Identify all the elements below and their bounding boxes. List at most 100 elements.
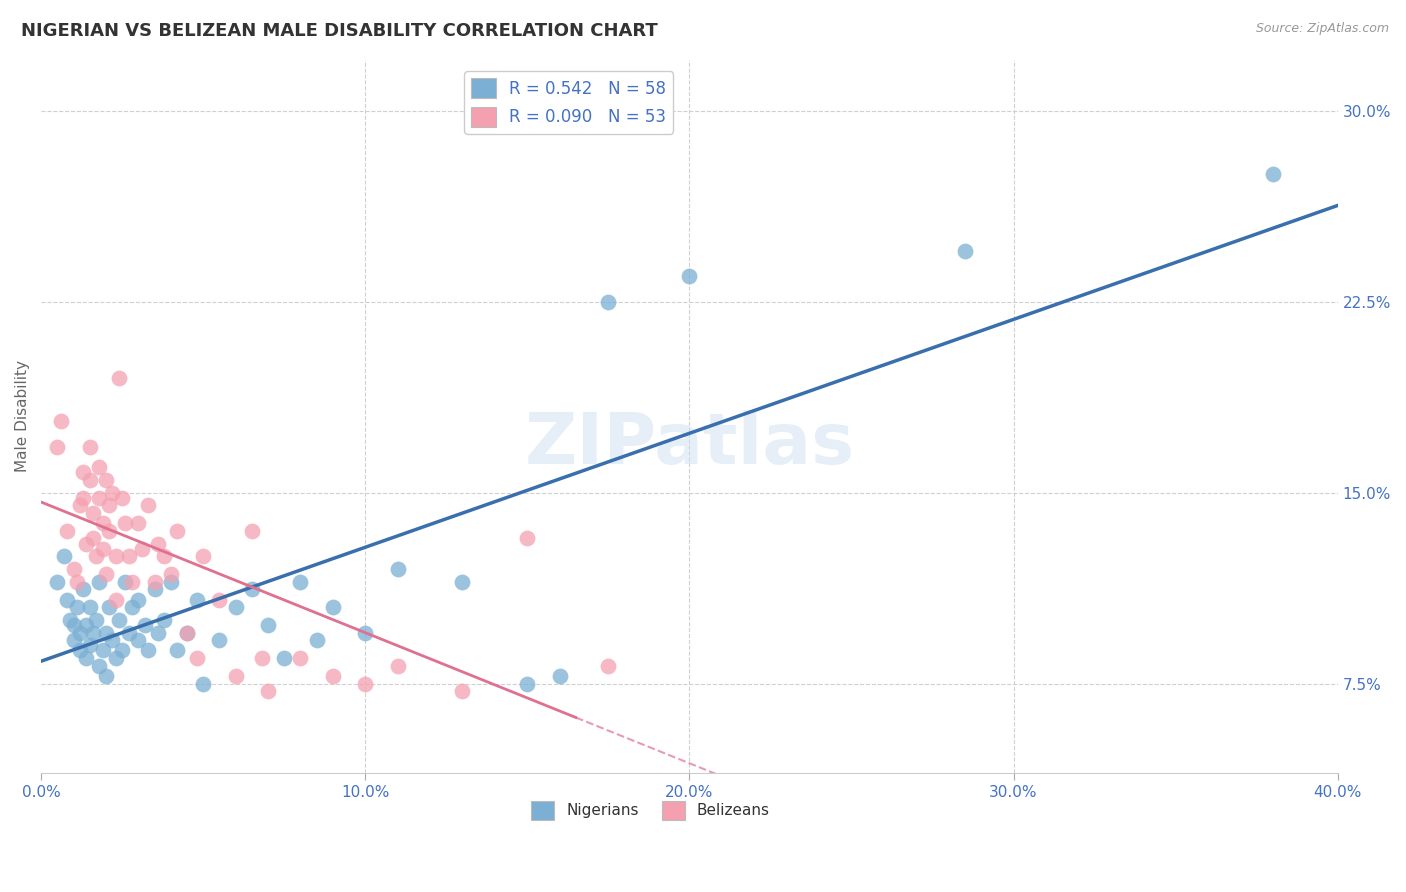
Point bbox=[598, 658, 620, 673]
Point bbox=[176, 625, 198, 640]
Point bbox=[208, 633, 231, 648]
Point bbox=[451, 574, 474, 589]
Point bbox=[59, 613, 82, 627]
Point bbox=[69, 643, 91, 657]
Point bbox=[94, 625, 117, 640]
Point bbox=[387, 562, 409, 576]
Point bbox=[136, 643, 159, 657]
Point bbox=[89, 574, 111, 589]
Point bbox=[91, 643, 114, 657]
Point bbox=[322, 600, 344, 615]
Point bbox=[953, 244, 976, 258]
Text: ZIPatlas: ZIPatlas bbox=[524, 410, 855, 479]
Point bbox=[111, 643, 134, 657]
Point bbox=[186, 592, 208, 607]
Point bbox=[66, 574, 89, 589]
Point bbox=[69, 625, 91, 640]
Point bbox=[516, 676, 538, 690]
Point bbox=[56, 592, 79, 607]
Point bbox=[89, 460, 111, 475]
Point bbox=[79, 639, 101, 653]
Point bbox=[79, 473, 101, 487]
Point bbox=[146, 625, 169, 640]
Point bbox=[166, 524, 188, 538]
Point bbox=[94, 669, 117, 683]
Point bbox=[186, 651, 208, 665]
Point bbox=[114, 574, 136, 589]
Point bbox=[159, 567, 181, 582]
Point bbox=[127, 592, 149, 607]
Point bbox=[104, 592, 127, 607]
Point bbox=[225, 669, 247, 683]
Point bbox=[290, 651, 312, 665]
Point bbox=[82, 625, 104, 640]
Point bbox=[354, 625, 377, 640]
Point bbox=[225, 600, 247, 615]
Point bbox=[94, 567, 117, 582]
Point bbox=[84, 549, 107, 564]
Point bbox=[82, 506, 104, 520]
Point bbox=[56, 524, 79, 538]
Point bbox=[153, 613, 176, 627]
Point bbox=[678, 269, 700, 284]
Text: Source: ZipAtlas.com: Source: ZipAtlas.com bbox=[1256, 22, 1389, 36]
Point bbox=[598, 294, 620, 309]
Point bbox=[98, 600, 121, 615]
Point bbox=[98, 524, 121, 538]
Point bbox=[121, 600, 143, 615]
Point bbox=[143, 582, 166, 597]
Point bbox=[131, 541, 153, 556]
Point bbox=[69, 498, 91, 512]
Point bbox=[516, 532, 538, 546]
Point bbox=[127, 516, 149, 530]
Point bbox=[250, 651, 273, 665]
Text: NIGERIAN VS BELIZEAN MALE DISABILITY CORRELATION CHART: NIGERIAN VS BELIZEAN MALE DISABILITY COR… bbox=[21, 22, 658, 40]
Point bbox=[111, 491, 134, 505]
Point bbox=[193, 549, 215, 564]
Point bbox=[193, 676, 215, 690]
Point bbox=[108, 613, 131, 627]
Point bbox=[387, 658, 409, 673]
Point bbox=[117, 549, 139, 564]
Point bbox=[84, 613, 107, 627]
Point bbox=[79, 440, 101, 454]
Point bbox=[104, 549, 127, 564]
Point bbox=[305, 633, 328, 648]
Point bbox=[91, 541, 114, 556]
Point bbox=[89, 658, 111, 673]
Point bbox=[117, 625, 139, 640]
Point bbox=[146, 536, 169, 550]
Point bbox=[104, 651, 127, 665]
Point bbox=[49, 414, 72, 428]
Point bbox=[257, 684, 280, 698]
Point bbox=[62, 633, 84, 648]
Point bbox=[143, 574, 166, 589]
Point bbox=[66, 600, 89, 615]
Point bbox=[62, 562, 84, 576]
Point bbox=[322, 669, 344, 683]
Point bbox=[159, 574, 181, 589]
Point bbox=[76, 651, 98, 665]
Point bbox=[240, 582, 263, 597]
Point bbox=[82, 532, 104, 546]
Legend: Nigerians, Belizeans: Nigerians, Belizeans bbox=[524, 795, 776, 826]
Point bbox=[52, 549, 75, 564]
Point bbox=[101, 485, 124, 500]
Point bbox=[166, 643, 188, 657]
Point bbox=[94, 473, 117, 487]
Point bbox=[101, 633, 124, 648]
Point bbox=[76, 618, 98, 632]
Point bbox=[240, 524, 263, 538]
Point bbox=[121, 574, 143, 589]
Point bbox=[153, 549, 176, 564]
Point bbox=[114, 516, 136, 530]
Point bbox=[46, 574, 69, 589]
Point bbox=[134, 618, 156, 632]
Point bbox=[176, 625, 198, 640]
Point bbox=[108, 371, 131, 385]
Point bbox=[127, 633, 149, 648]
Point bbox=[72, 582, 94, 597]
Point bbox=[79, 600, 101, 615]
Point bbox=[89, 491, 111, 505]
Point bbox=[76, 536, 98, 550]
